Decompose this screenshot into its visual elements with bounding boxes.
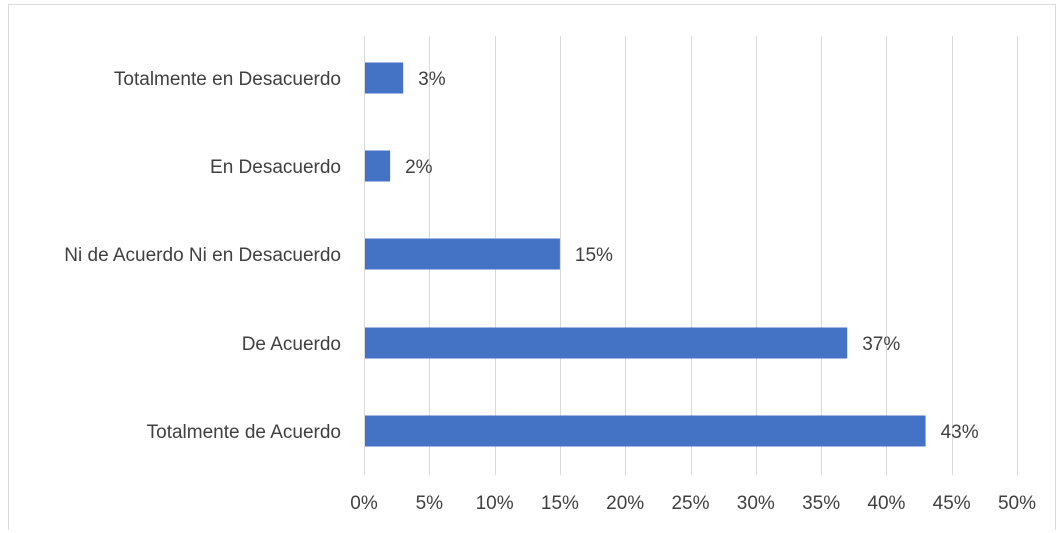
data-label: 37% <box>862 334 900 355</box>
x-tick-label: 0% <box>350 493 378 514</box>
x-tick-label: 35% <box>802 493 840 514</box>
bar <box>365 327 848 359</box>
category-label: Totalmente de Acuerdo <box>147 422 341 443</box>
category-label: Totalmente en Desacuerdo <box>114 69 341 90</box>
data-label: 43% <box>941 422 979 443</box>
labels: 0% 5% 10% 15% 20% 25% 30% 35% 40% 45% 50% Totalment… <box>64 69 1036 514</box>
grid-lines <box>364 36 1018 475</box>
bar <box>365 62 404 94</box>
bar <box>365 238 560 270</box>
bar <box>365 150 391 182</box>
category-label: En Desacuerdo <box>210 157 341 178</box>
x-tick-label: 45% <box>933 493 971 514</box>
category-label: De Acuerdo <box>242 334 341 355</box>
x-tick-label: 50% <box>998 493 1036 514</box>
x-tick-label: 10% <box>476 493 514 514</box>
x-tick-label: 5% <box>416 493 444 514</box>
x-tick-label: 20% <box>606 493 644 514</box>
x-tick-label: 30% <box>737 493 775 514</box>
data-label: 3% <box>418 69 446 90</box>
category-label: Ni de Acuerdo Ni en Desacuerdo <box>64 245 341 266</box>
x-tick-label: 15% <box>541 493 579 514</box>
bars <box>365 62 926 447</box>
x-tick-label: 40% <box>867 493 905 514</box>
chart-frame <box>8 4 1056 530</box>
bar <box>365 415 926 447</box>
data-label: 2% <box>405 157 433 178</box>
x-tick-label: 25% <box>671 493 709 514</box>
data-label: 15% <box>575 245 613 266</box>
